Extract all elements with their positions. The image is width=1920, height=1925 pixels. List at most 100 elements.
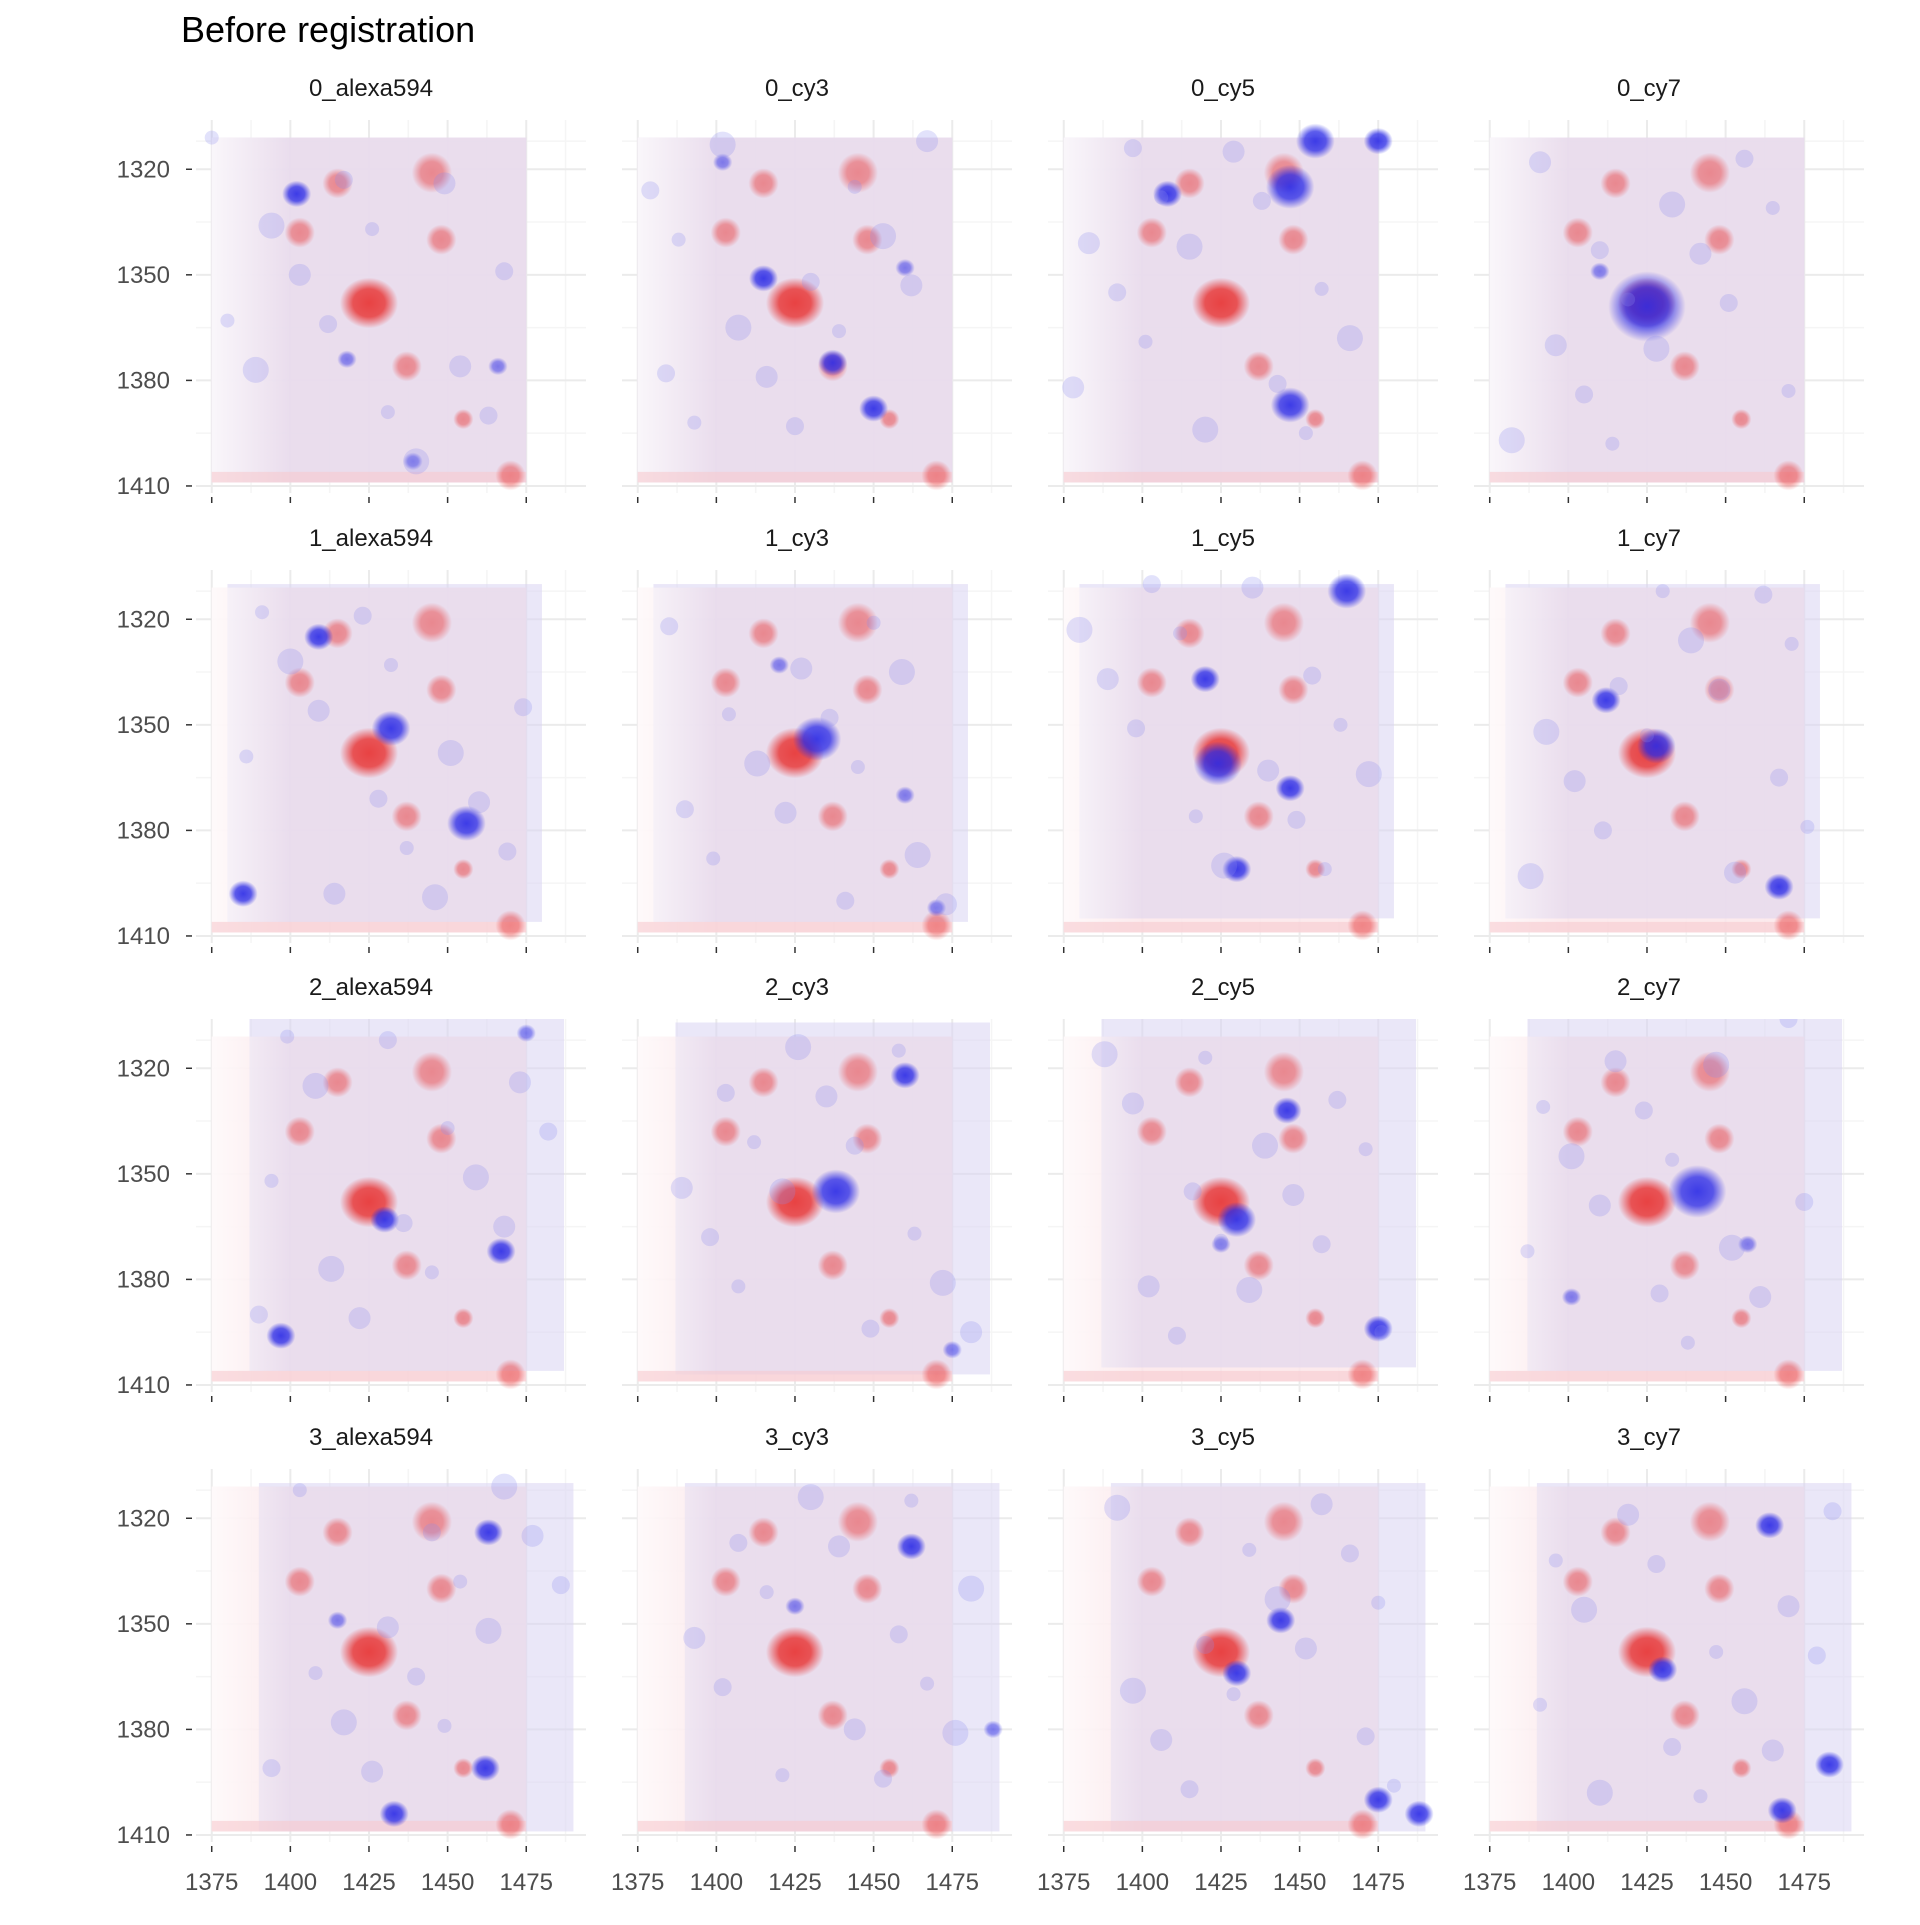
moving-speckle xyxy=(249,1305,268,1324)
reference-spot xyxy=(1600,1517,1631,1548)
moving-speckle xyxy=(1298,426,1313,441)
x-tick-label: 1400 xyxy=(1542,1869,1595,1896)
facet-strip-label: 1_cy5 xyxy=(1191,525,1255,552)
reference-spot xyxy=(1731,1308,1752,1329)
reference-spot xyxy=(453,859,474,880)
moving-speckle xyxy=(403,448,430,475)
reference-edge-band xyxy=(1489,921,1805,933)
moving-speckle xyxy=(850,760,865,775)
reference-spot xyxy=(426,1573,457,1604)
moving-speckle xyxy=(1355,761,1382,788)
moving-speckle xyxy=(716,1083,735,1102)
moving-speckle xyxy=(242,356,269,383)
moving-speckle xyxy=(785,417,804,436)
moving-speckle xyxy=(380,405,395,420)
facet-strip-label: 1_cy7 xyxy=(1617,525,1681,552)
moving-speckle xyxy=(1310,1493,1333,1516)
moving-speckle xyxy=(1761,1739,1784,1762)
moving-speckle xyxy=(960,1321,983,1344)
moving-speckle xyxy=(479,406,498,425)
image-layers xyxy=(211,1019,564,1390)
x-tick-label: 1475 xyxy=(500,1869,553,1896)
facet-panel: 2_alexa594 1320 1350 1380 1410 xyxy=(117,974,586,1402)
moving-speckle xyxy=(1634,1101,1653,1120)
moving-speckle xyxy=(277,648,304,675)
moving-spot xyxy=(1363,127,1393,155)
moving-speckle xyxy=(508,1071,531,1094)
reference-spot xyxy=(1773,910,1804,941)
reference-spot xyxy=(1669,1250,1700,1281)
moving-spot xyxy=(769,656,789,674)
moving-speckle xyxy=(1693,1789,1708,1804)
reference-spot xyxy=(1174,168,1205,199)
moving-speckle xyxy=(264,1173,279,1188)
y-tick-label: 1350 xyxy=(117,1161,170,1188)
moving-speckle xyxy=(1659,191,1686,218)
moving-speckle xyxy=(891,1043,906,1058)
moving-speckle xyxy=(1590,241,1609,260)
moving-speckle xyxy=(1749,1285,1772,1308)
moving-speckle xyxy=(904,842,931,869)
moving-speckle xyxy=(1575,385,1594,404)
moving-speckle xyxy=(916,130,939,153)
moving-speckle xyxy=(1211,852,1238,879)
x-tick-label: 1450 xyxy=(1273,1869,1326,1896)
moving-speckle xyxy=(498,842,517,861)
reference-spot xyxy=(1243,801,1274,832)
reference-spot xyxy=(710,1116,741,1147)
moving-spot xyxy=(749,265,779,292)
reference-spot xyxy=(852,224,883,255)
reference-edge-band xyxy=(1489,1370,1805,1382)
reference-spot xyxy=(1278,224,1309,255)
moving-speckle xyxy=(258,212,285,239)
facet-panel: 1_cy7 xyxy=(1474,525,1864,953)
facet-strip-label: 2_cy5 xyxy=(1191,974,1255,1001)
moving-spot xyxy=(370,1206,400,1233)
reference-edge-band xyxy=(637,1370,953,1382)
moving-speckle xyxy=(239,749,254,764)
reference-spot xyxy=(852,1123,883,1154)
moving-speckle xyxy=(866,615,881,630)
moving-speckle xyxy=(1333,717,1348,732)
facet-panel: 3_cy5 1375 1400 1425 1450 1475 xyxy=(1037,1424,1438,1896)
facet-strip-label: 1_alexa594 xyxy=(309,525,433,552)
moving-speckle xyxy=(1196,1635,1215,1654)
moving-speckle xyxy=(1167,1326,1186,1345)
moving-speckle xyxy=(657,364,676,383)
moving-spot xyxy=(1190,665,1220,693)
image-layers xyxy=(204,130,527,491)
moving-speckle xyxy=(220,313,235,328)
moving-spot xyxy=(1266,1607,1296,1634)
x-tick-label: 1425 xyxy=(1194,1869,1247,1896)
reference-spot xyxy=(1305,1758,1326,1779)
reference-spot xyxy=(837,1501,879,1542)
moving-spot xyxy=(337,350,357,369)
facet-strip-label: 2_cy3 xyxy=(765,974,829,1001)
moving-speckle xyxy=(1374,1325,1389,1340)
reference-spot xyxy=(426,1123,457,1154)
moving-speckle xyxy=(934,893,957,916)
moving-speckle xyxy=(1571,1596,1598,1623)
x-tick-label: 1375 xyxy=(611,1869,664,1896)
moving-speckle xyxy=(323,882,346,905)
reference-spot xyxy=(748,1517,779,1548)
y-tick-label: 1320 xyxy=(117,1055,170,1082)
y-tick-label: 1320 xyxy=(117,156,170,183)
reference-spot xyxy=(1689,602,1731,643)
image-layers xyxy=(1063,1483,1434,1840)
reference-spot xyxy=(1136,1116,1167,1147)
moving-speckle xyxy=(1663,1737,1682,1756)
moving-speckle xyxy=(1777,1595,1800,1618)
moving-speckle xyxy=(1282,1183,1305,1206)
y-tick-label: 1380 xyxy=(117,1266,170,1293)
reference-spot xyxy=(852,1573,883,1604)
moving-speckle xyxy=(832,324,847,339)
reference-spot xyxy=(765,1626,825,1678)
reference-spot xyxy=(921,460,952,491)
moving-speckle xyxy=(889,1625,908,1644)
x-tick-label: 1475 xyxy=(1352,1869,1405,1896)
reference-spot xyxy=(837,1051,879,1092)
moving-spot xyxy=(1327,573,1367,609)
moving-speckle xyxy=(1303,666,1322,685)
